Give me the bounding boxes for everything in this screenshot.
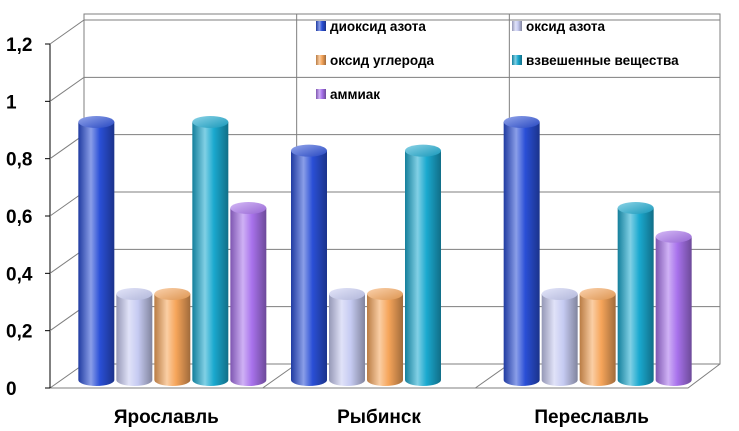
bars	[78, 116, 692, 386]
bar-4-2	[405, 144, 441, 386]
bar-body	[541, 294, 578, 386]
legend-swatch	[316, 89, 326, 99]
y-tick-label: 0,2	[6, 322, 32, 343]
legend-swatch	[512, 55, 522, 65]
bar-body	[405, 150, 441, 386]
legend-item: взвешенные вещества	[512, 53, 679, 68]
bar-body	[154, 294, 191, 386]
bar-body	[655, 236, 692, 386]
category-label: Рыбинск	[337, 407, 421, 428]
x-tick-labels: Ярославль Рыбинск Переславль	[114, 407, 649, 428]
bar-5-1	[230, 202, 267, 386]
bar-top	[503, 116, 540, 128]
bar-4-1	[192, 116, 229, 386]
bar-top	[655, 230, 692, 243]
legend-label: оксид углерода	[330, 53, 435, 68]
legend-swatch	[316, 21, 326, 31]
y-tick-label: 0,8	[6, 150, 32, 171]
bar-1-2	[291, 144, 327, 386]
bar-body	[192, 122, 229, 386]
legend-label: аммиак	[330, 87, 380, 102]
bar-body	[291, 150, 327, 386]
bar-3-1	[154, 288, 191, 386]
bar-body	[579, 294, 616, 386]
bar-top	[116, 288, 153, 300]
legend-item: диоксид азота	[316, 19, 426, 34]
y-tick-label: 1	[6, 92, 17, 113]
bar-top	[329, 288, 365, 300]
gridline	[49, 19, 720, 45]
bar-body	[116, 294, 153, 386]
bar-top	[291, 144, 327, 157]
legend: диоксид азота оксид азота оксид углерода вз…	[316, 19, 679, 102]
bar-4-3	[617, 202, 654, 386]
legend-swatch	[512, 21, 522, 31]
bar-1-1	[78, 116, 115, 386]
category-label: Переславль	[534, 407, 649, 428]
bar-2-1	[116, 288, 153, 386]
bar-2-3	[541, 288, 578, 386]
gridline	[49, 134, 720, 160]
bar-top	[405, 144, 441, 157]
bar-body	[230, 208, 267, 386]
bar-top	[78, 116, 115, 128]
bar-3-2	[367, 288, 403, 386]
legend-label: оксид азота	[526, 19, 606, 34]
gridline	[49, 76, 720, 102]
y-tick-label: 0	[6, 379, 17, 400]
bar-top	[154, 288, 191, 300]
legend-label: взвешенные вещества	[526, 53, 679, 68]
bar-top	[541, 288, 578, 300]
bar-top	[617, 202, 654, 214]
legend-label: диоксид азота	[330, 19, 426, 34]
bar-body	[329, 294, 365, 386]
bar-body	[78, 122, 115, 386]
bar-top	[367, 288, 403, 300]
bar-1-3	[503, 116, 540, 386]
legend-item: аммиак	[316, 87, 380, 102]
legend-swatch	[316, 55, 326, 65]
y-tick-label: 1,2	[6, 35, 32, 56]
legend-item: оксид углерода	[316, 53, 435, 68]
bar-body	[617, 208, 654, 386]
bar-top	[230, 202, 267, 214]
legend-item: оксид азота	[512, 19, 606, 34]
bar-top	[579, 288, 616, 300]
y-tick-labels: 0 0,2 0,4 0,6 0,8 1 1,2	[6, 35, 50, 400]
bar-top	[192, 116, 229, 128]
y-tick-label: 0,4	[6, 264, 33, 285]
bar-body	[367, 294, 403, 386]
bar-3-3	[579, 288, 616, 386]
bar-body	[503, 122, 540, 386]
bar-2-2	[329, 288, 365, 386]
y-tick-label: 0,6	[6, 207, 32, 228]
category-label: Ярославль	[114, 407, 219, 428]
bar-5-3	[655, 230, 692, 386]
